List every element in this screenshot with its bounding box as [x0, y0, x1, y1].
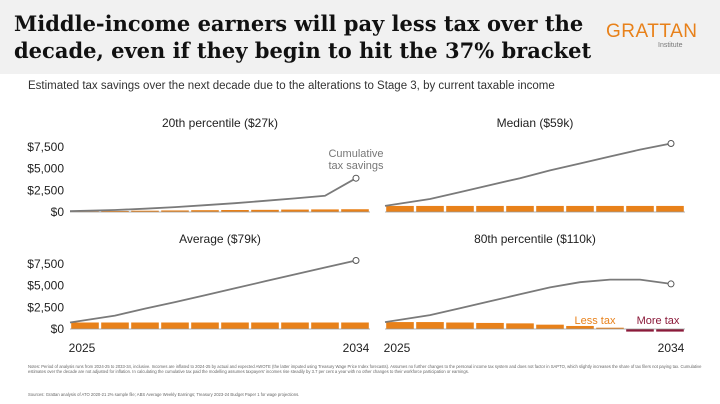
cumulative-line [69, 177, 357, 212]
x-tick-label: 2034 [658, 341, 685, 355]
y-tick-label: $7,500 [27, 257, 64, 271]
cumulative-line [384, 142, 672, 207]
bar-less-tax [536, 205, 564, 212]
bar-less-tax [446, 205, 474, 212]
bar-less-tax [311, 322, 339, 329]
x-tick-label: 2025 [69, 341, 96, 355]
bar-less-tax [281, 209, 309, 212]
chart-notes: Notes: Period of analysis runs from 2024… [28, 364, 702, 375]
cumulative-annotation: tax savings [328, 160, 384, 172]
bar-less-tax [221, 322, 249, 329]
cumulative-annotation: Cumulative [328, 148, 383, 160]
bar-less-tax [161, 210, 189, 212]
bar-less-tax [656, 205, 684, 212]
bar-less-tax [101, 322, 129, 329]
bar-less-tax [101, 210, 129, 212]
header-band: Middle-income earners will pay less tax … [0, 0, 720, 74]
cumulative-endpoint-marker [352, 174, 360, 182]
page-title: Middle-income earners will pay less tax … [14, 11, 592, 63]
y-tick-label: $7,500 [27, 140, 64, 154]
logo-sub: Institute [658, 42, 683, 49]
logo-name: GRATTAN [606, 21, 698, 42]
bar-less-tax [191, 322, 219, 329]
bar-less-tax [191, 210, 219, 212]
bar-less-tax [506, 205, 534, 212]
panel-title: 20th percentile ($27k) [162, 116, 278, 130]
bar-less-tax [341, 322, 369, 329]
bar-more-tax [626, 329, 654, 332]
bar-less-tax [251, 209, 279, 212]
cumulative-line [384, 278, 672, 323]
y-tick-label: $2,500 [27, 300, 64, 314]
panel-title: 80th percentile ($110k) [474, 232, 596, 246]
bar-less-tax [596, 327, 624, 329]
bar-less-tax [566, 325, 594, 329]
bar-less-tax [566, 205, 594, 212]
x-tick-label: 2025 [384, 341, 411, 355]
bar-less-tax [341, 209, 369, 212]
bar-less-tax [311, 209, 339, 212]
grattan-logo: GRATTAN Institute [606, 22, 706, 50]
bar-less-tax [476, 322, 504, 329]
panel-title: Average ($79k) [179, 232, 261, 246]
y-tick-label: $0 [51, 322, 65, 336]
less-tax-annotation: Less tax [575, 315, 616, 327]
bar-more-tax [656, 329, 684, 332]
x-tick-label: 2034 [343, 341, 370, 355]
bar-less-tax [596, 205, 624, 212]
cumulative-line [69, 259, 357, 324]
bar-less-tax [386, 322, 414, 329]
bar-less-tax [626, 205, 654, 212]
bar-less-tax [386, 205, 414, 212]
panel-title: Median ($59k) [497, 116, 574, 130]
cumulative-endpoint-marker [667, 140, 675, 148]
bar-less-tax [476, 205, 504, 212]
y-tick-label: $0 [51, 205, 65, 219]
bar-less-tax [281, 322, 309, 329]
bar-less-tax [416, 205, 444, 212]
bar-less-tax [506, 323, 534, 329]
bar-less-tax [161, 322, 189, 329]
bar-less-tax [416, 322, 444, 329]
bar-less-tax [131, 322, 159, 329]
cumulative-endpoint-marker [667, 280, 675, 288]
bar-less-tax [221, 210, 249, 212]
y-tick-label: $2,500 [27, 183, 64, 197]
chart-subtitle: Estimated tax savings over the next deca… [28, 80, 555, 92]
bar-less-tax [536, 324, 564, 329]
chart-sources: Sources: Grattan analysis of ATO 2020-21… [28, 392, 300, 397]
bar-less-tax [131, 210, 159, 212]
bar-less-tax [446, 322, 474, 329]
y-tick-label: $5,000 [27, 279, 64, 293]
cumulative-endpoint-marker [352, 257, 360, 265]
bar-less-tax [71, 322, 99, 329]
more-tax-annotation: More tax [637, 315, 680, 327]
bar-less-tax [251, 322, 279, 329]
y-tick-label: $5,000 [27, 162, 64, 176]
